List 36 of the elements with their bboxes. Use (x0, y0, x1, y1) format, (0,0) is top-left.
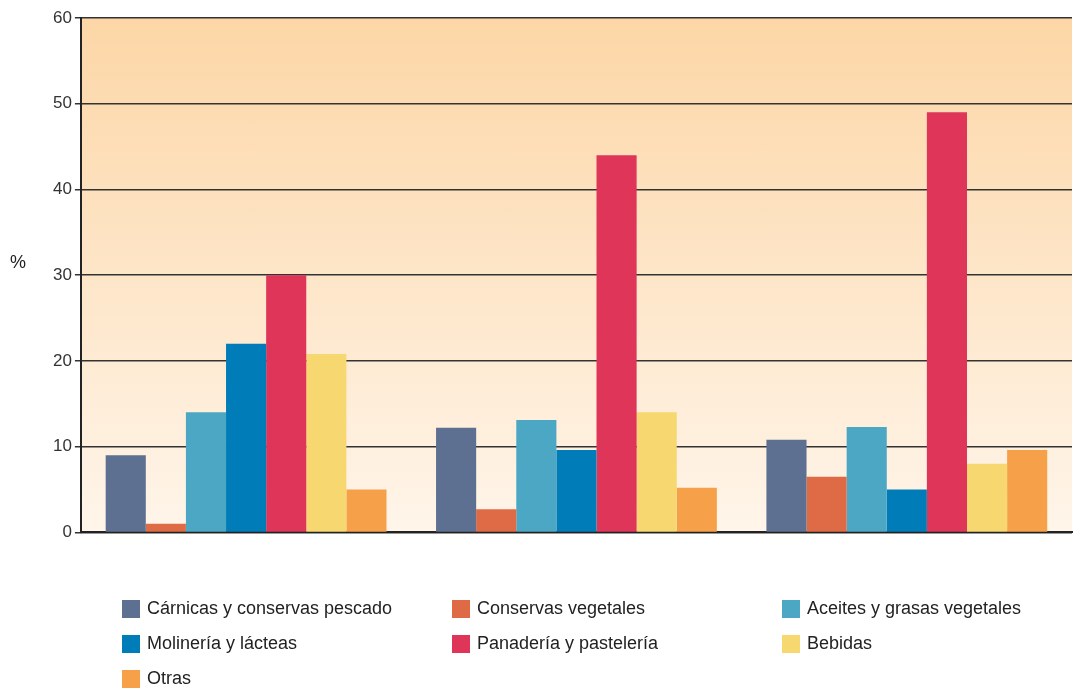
legend-label: Cárnicas y conservas pescado (147, 598, 393, 619)
legend-label: Panadería y pastelería (477, 633, 659, 654)
bar (966, 463, 1008, 532)
bar (516, 420, 557, 532)
bar (806, 476, 847, 532)
bar (266, 275, 307, 532)
bar (476, 509, 517, 532)
bar (1007, 450, 1048, 532)
y-tick-label: 60 (52, 7, 72, 27)
bar (636, 412, 677, 532)
legend-label: Otras (147, 668, 192, 689)
legend-label: Molinería y lácteas (147, 633, 298, 654)
legend-label: Bebidas (807, 633, 873, 654)
y-tick-label: 50 (52, 93, 72, 113)
bar (105, 455, 146, 532)
bar (676, 487, 717, 532)
bar (145, 523, 186, 532)
bar (185, 412, 227, 532)
y-tick-label: 20 (52, 350, 72, 370)
bar (926, 112, 967, 532)
bar (596, 155, 637, 532)
legend-label: Conservas vegetales (477, 598, 646, 619)
bar (226, 343, 267, 532)
y-axis-title: % (10, 252, 27, 273)
y-tick-label: 10 (52, 436, 72, 456)
bar (846, 426, 887, 532)
y-tick-label: 30 (52, 264, 72, 284)
bar (346, 489, 387, 532)
bar (766, 439, 807, 532)
legend-label: Aceites y grasas vegetales (807, 598, 1022, 619)
bar (886, 489, 927, 532)
y-tick-label: 40 (52, 179, 72, 199)
bar (556, 450, 597, 532)
y-tick-label: 0 (62, 522, 72, 542)
bar (306, 354, 347, 532)
bar (436, 427, 477, 532)
